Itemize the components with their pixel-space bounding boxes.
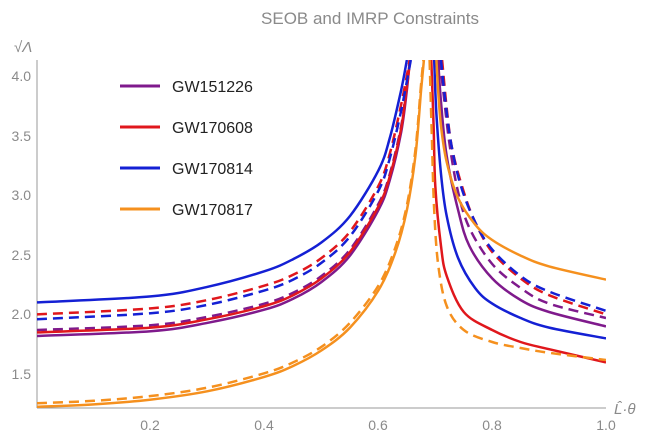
series-2-dashed-left-line	[37, 60, 413, 321]
series-2-dashed-right-line	[439, 60, 606, 312]
x-tick-label: 0.4	[254, 417, 274, 433]
legend-label: GW170608	[172, 120, 253, 137]
legend-label: GW151226	[172, 79, 253, 96]
series-1-solid-left-line	[37, 60, 412, 334]
legend-label: GW170814	[172, 161, 253, 178]
x-tick-label: 1.0	[596, 417, 616, 433]
series-3-dashed-right-line	[428, 60, 606, 362]
y-tick-label: 2.0	[12, 306, 32, 322]
series-3-solid-right-line	[435, 60, 606, 281]
series-0-dashed-left-line	[37, 60, 411, 332]
series-1-dashed-left-line	[37, 60, 411, 316]
chart-title: SEOB and IMRP Constraints	[261, 9, 479, 28]
series-1-solid-right-line	[430, 60, 606, 364]
legend: GW151226 GW170608 GW170814 GW170817	[120, 79, 253, 219]
y-tick-label: 2.5	[12, 247, 32, 263]
x-tick-label: 0.2	[140, 417, 160, 433]
y-tick-label: 4.0	[12, 68, 32, 84]
series-2-solid-left-line	[37, 60, 409, 304]
y-tick-label: 3.0	[12, 187, 32, 203]
y-tick-label: 3.5	[12, 128, 32, 144]
x-tick-label: 0.8	[482, 417, 502, 433]
series-0-solid-right-line	[436, 60, 606, 328]
y-ticks: 1.5 2.0 2.5 3.0 3.5 4.0	[12, 68, 32, 382]
x-ticks: 0.2 0.4 0.6 0.8 1.0	[140, 417, 616, 433]
x-axis-label: L̂·θ	[614, 401, 635, 418]
series-0-solid-left-line	[37, 60, 411, 338]
y-axis-label: √Λ	[14, 39, 32, 56]
series-2-solid-right-line	[432, 60, 606, 340]
series-3-dashed-left-line	[37, 60, 425, 405]
legend-label: GW170817	[172, 202, 253, 219]
axes	[36, 60, 606, 409]
plot-area	[37, 60, 606, 408]
x-tick-label: 0.6	[368, 417, 388, 433]
y-tick-label: 1.5	[12, 366, 32, 382]
